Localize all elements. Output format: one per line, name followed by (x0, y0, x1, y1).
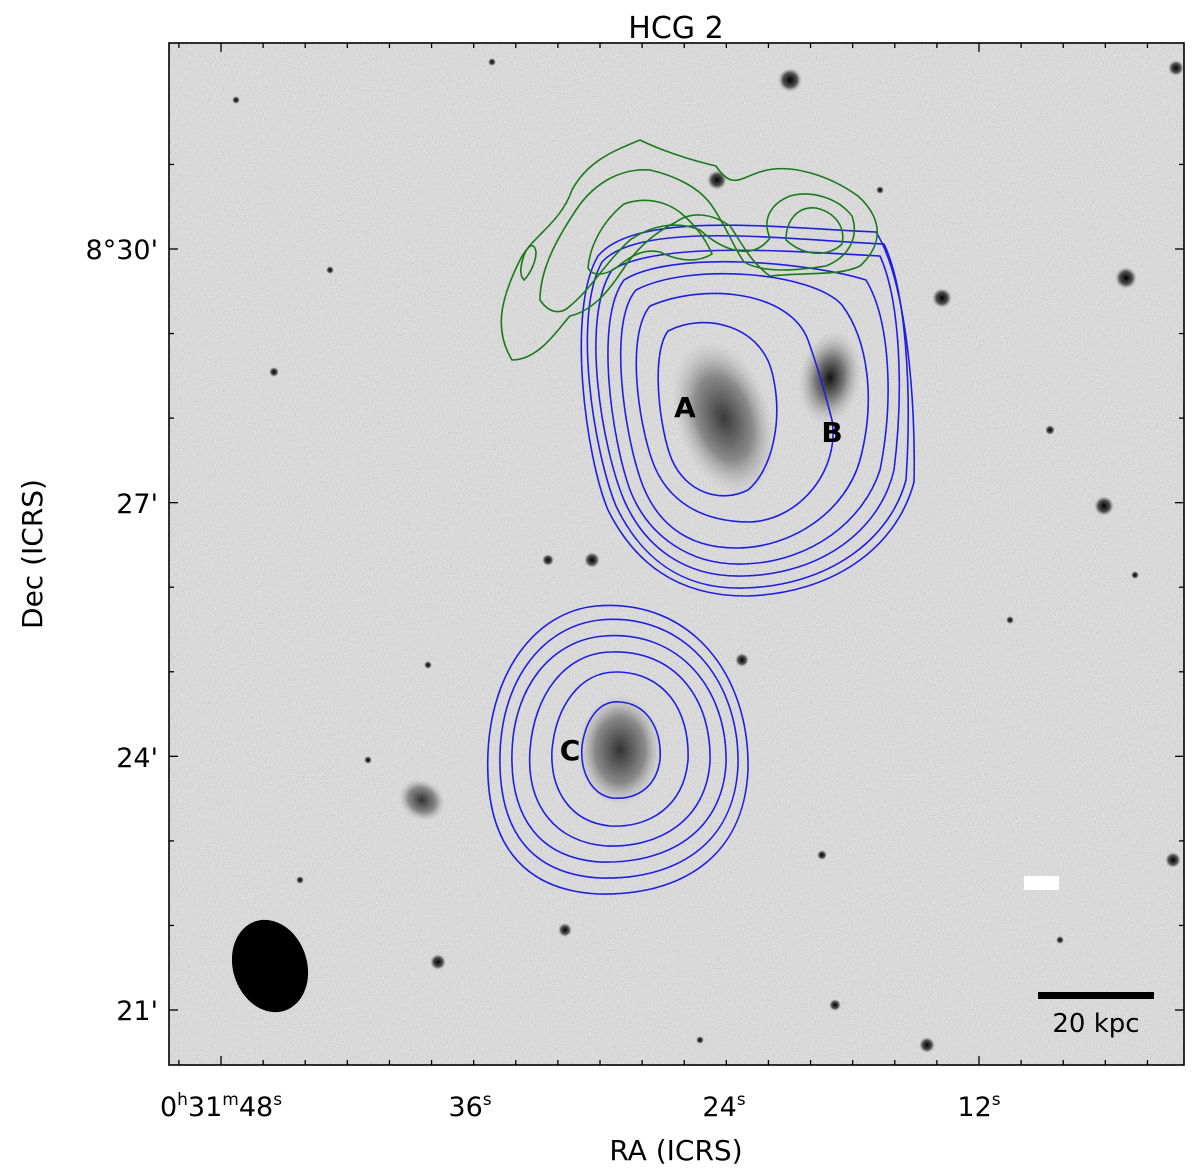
plot-title: HCG 2 (628, 11, 723, 46)
contour (657, 321, 778, 497)
x-tick-labels: 0h31m48s 36s 24s 12s (160, 1090, 1001, 1123)
image-panel: A B C 20 kpc (169, 43, 1184, 1065)
contour (539, 169, 856, 313)
axis-ticks (169, 43, 1184, 1065)
field-stars (232, 58, 1184, 1053)
star (735, 653, 749, 667)
y-axis-label: Dec (ICRS) (16, 479, 49, 629)
star (1115, 267, 1137, 289)
contour (511, 634, 727, 863)
scale-bar-label: 20 kpc (1052, 1009, 1139, 1039)
contour (500, 139, 878, 361)
galaxy-label-c: C (560, 734, 581, 767)
galaxy-c (578, 694, 662, 806)
masked-region (1024, 876, 1059, 890)
star (817, 850, 827, 860)
contour (551, 671, 689, 827)
contour (580, 224, 916, 597)
contour (528, 651, 711, 847)
contour (586, 234, 909, 589)
star (778, 68, 802, 92)
scale-bar (1038, 992, 1154, 999)
x-tick-label-0: 0h31m48s (160, 1090, 282, 1123)
y-tick-label-1: 27' (116, 489, 158, 520)
star (326, 266, 334, 274)
y-tick-label-2: 24' (116, 743, 158, 774)
star (488, 58, 496, 66)
star (1045, 425, 1055, 435)
star (558, 923, 572, 937)
galaxy-label-b: B (821, 416, 842, 449)
star (696, 1036, 704, 1044)
tail-contours (500, 139, 878, 361)
star (1006, 616, 1014, 624)
hi-contours-c (486, 604, 749, 895)
star (1168, 60, 1184, 76)
contour (607, 260, 889, 565)
star (919, 1037, 935, 1053)
x-tick-label-1: 36s (448, 1090, 491, 1123)
star (269, 367, 279, 377)
star (829, 999, 841, 1011)
contour (635, 292, 834, 523)
contour (519, 244, 537, 281)
star (1165, 852, 1181, 868)
star (430, 954, 446, 970)
star (1131, 571, 1139, 579)
contour (580, 701, 661, 799)
star (876, 186, 884, 194)
star (1094, 496, 1114, 516)
field-galaxy (398, 778, 446, 822)
x-axis-label: RA (ICRS) (609, 1134, 742, 1167)
contour (499, 618, 739, 879)
star (424, 661, 432, 669)
contour (587, 199, 713, 275)
x-tick-label-2: 24s (702, 1090, 745, 1123)
contour (785, 207, 844, 254)
y-tick-label-0: 8°30' (86, 235, 158, 266)
sky-noise (169, 43, 1184, 1065)
star (707, 170, 727, 190)
star (364, 756, 372, 764)
galaxy-b (797, 330, 863, 426)
y-tick-labels: 8°30' 27' 24' 21' (86, 235, 158, 1027)
star (932, 288, 952, 308)
star (542, 554, 554, 566)
galaxy-a (672, 340, 776, 496)
beam-ellipse (231, 919, 309, 1013)
hi-contours-ab (580, 224, 916, 597)
star (584, 552, 600, 568)
x-tick-label-3: 12s (957, 1090, 1000, 1123)
contour (619, 272, 869, 549)
contour (486, 604, 749, 895)
star (1056, 936, 1064, 944)
y-tick-label-3: 21' (116, 996, 158, 1027)
star (296, 876, 304, 884)
star (232, 96, 240, 104)
galaxy-label-a: A (674, 391, 696, 424)
plot-frame (168, 42, 1185, 1066)
